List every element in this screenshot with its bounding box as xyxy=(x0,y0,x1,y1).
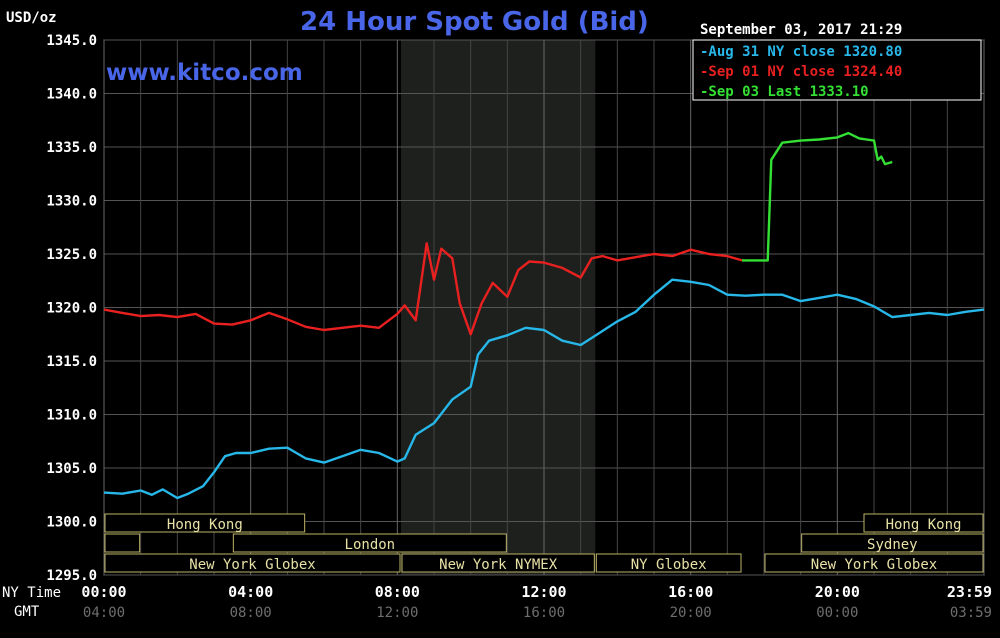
session-bar xyxy=(764,553,984,573)
y-tick-label: 1305.0 xyxy=(46,461,97,477)
x-tick-label-gmt: 00:00 xyxy=(816,605,858,621)
x-tick-label-ny: 04:00 xyxy=(228,583,273,601)
y-tick-label: 1330.0 xyxy=(46,194,97,210)
session-label: New York Globex xyxy=(811,557,937,573)
session-bar xyxy=(104,553,401,573)
session-bar xyxy=(863,513,984,533)
y-tick-label: 1310.0 xyxy=(46,408,97,424)
legend: -Aug 31 NY close 1320.80 -Sep 01 NY close… xyxy=(692,39,982,101)
session-bar xyxy=(801,533,984,553)
x-tick-label-gmt: 04:00 xyxy=(83,605,125,621)
site-watermark: www.kitco.com xyxy=(106,60,303,86)
x-tick-label-gmt: 16:00 xyxy=(523,605,565,621)
y-tick-label: 1345.0 xyxy=(46,33,97,49)
series-line-3 xyxy=(742,131,893,262)
x-tick-label-ny: 16:00 xyxy=(668,583,713,601)
x-tick-label-ny: 08:00 xyxy=(375,583,420,601)
legend-entry-1: -Aug 31 NY close 1320.80 xyxy=(700,44,902,60)
session-label: New York NYMEX xyxy=(439,557,558,573)
session-bar xyxy=(401,553,595,573)
session-label: Hong Kong xyxy=(167,517,243,533)
x-tick-label-ny: 20:00 xyxy=(815,583,860,601)
y-axis: 1345.0 1340.0 1335.0 1330.0 1325.0 1320.0 1315… xyxy=(46,33,97,584)
y-tick-label: 1335.0 xyxy=(46,140,97,156)
chart-title: 24 Hour Spot Gold (Bid) xyxy=(300,7,649,37)
session-label: Hong Kong xyxy=(886,517,962,533)
session-bar xyxy=(595,553,742,573)
y-tick-label: 1300.0 xyxy=(46,515,97,531)
legend-box xyxy=(692,39,982,101)
y-tick-label: 1320.0 xyxy=(46,301,97,317)
session-label: NY Globex xyxy=(631,557,707,573)
y-tick-label: 1325.0 xyxy=(46,247,97,263)
x-tick-label-gmt: 03:59 xyxy=(950,605,992,621)
gmt-label: GMT xyxy=(14,604,40,620)
market-sessions: Hong Kong Hong Kong London Sydney New York G… xyxy=(104,513,984,573)
legend-entry-2: -Sep 01 NY close 1324.40 xyxy=(700,64,902,80)
ny-time-label: NY Time xyxy=(2,585,61,601)
price-lines xyxy=(103,131,985,500)
x-tick-label-ny: 23:59 xyxy=(947,583,992,601)
session-label: Sydney xyxy=(867,537,918,553)
x-tick-label-ny: 00:00 xyxy=(81,583,126,601)
y-tick-label: 1315.0 xyxy=(46,354,97,370)
chart-date: September 03, 2017 21:29 xyxy=(700,22,902,38)
x-tick-label-gmt: 12:00 xyxy=(376,605,418,621)
x-axis: NY Time GMT 00:00 04:00 04:00 08:00 08:00 12:00… xyxy=(2,583,992,621)
series-line-1 xyxy=(103,278,985,500)
series-line-2 xyxy=(103,242,743,336)
x-tick-label-ny: 12:00 xyxy=(521,583,566,601)
y-axis-unit: USD/oz xyxy=(6,10,57,26)
session-label: New York Globex xyxy=(189,557,315,573)
x-tick-label-gmt: 20:00 xyxy=(670,605,712,621)
session-bar xyxy=(232,533,507,553)
legend-entry-3: -Sep 03 Last 1333.10 xyxy=(700,84,869,100)
y-tick-label: 1340.0 xyxy=(46,87,97,103)
y-tick-label: 1295.0 xyxy=(46,568,97,584)
session-bar xyxy=(104,533,141,553)
session-label: London xyxy=(345,537,396,553)
x-tick-label-gmt: 08:00 xyxy=(230,605,272,621)
session-bar xyxy=(104,513,306,533)
